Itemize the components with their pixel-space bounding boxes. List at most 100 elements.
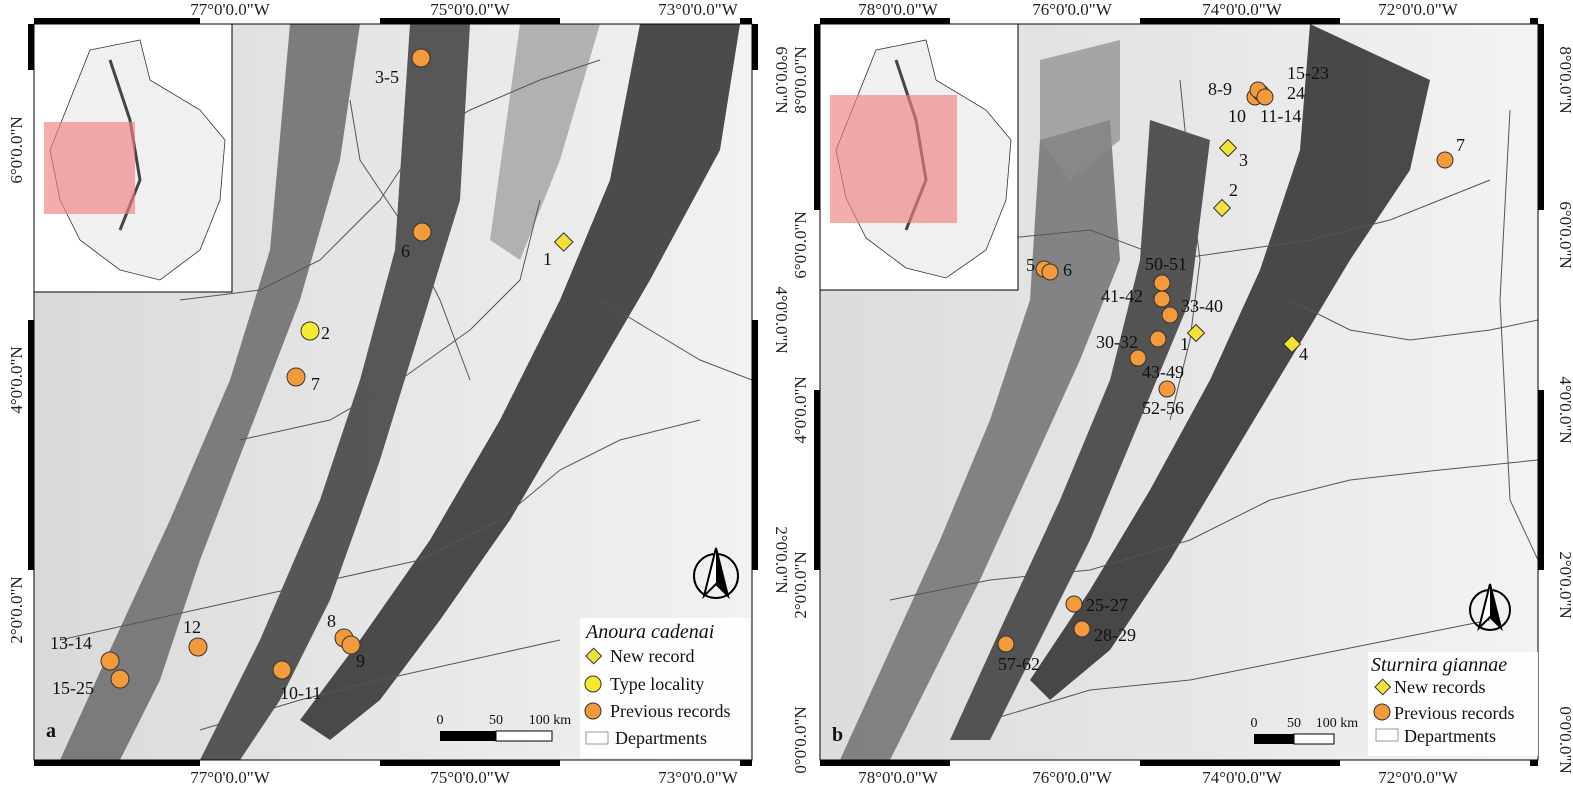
svg-text:4°0'0.0"N: 4°0'0.0"N xyxy=(7,346,26,413)
point-label-7: 7 xyxy=(311,374,320,394)
svg-text:6°0'0.0"N: 6°0'0.0"N xyxy=(1556,201,1573,268)
map-panel-b: 78°0'0.0"W 76°0'0.0"W 74°0'0.0"W 72°0'0.… xyxy=(790,0,1573,793)
point-28-29 xyxy=(1074,621,1090,637)
svg-text:41-42: 41-42 xyxy=(1101,286,1143,306)
svg-text:76°0'0.0"W: 76°0'0.0"W xyxy=(1032,768,1113,787)
inset-highlight-b xyxy=(830,95,957,223)
point-50-51 xyxy=(1154,275,1170,291)
legend-title-a: Anoura cadenai xyxy=(584,621,714,643)
svg-text:57-62: 57-62 xyxy=(998,654,1040,674)
lat-ticks-left-a: 6°0'0.0"N 4°0'0.0"N 2°0'0.0"N xyxy=(7,116,26,643)
svg-text:100 km: 100 km xyxy=(529,713,572,728)
svg-text:Departments: Departments xyxy=(615,728,707,748)
point-label-13-14: 13-14 xyxy=(50,633,92,653)
svg-text:74°0'0.0"W: 74°0'0.0"W xyxy=(1202,768,1283,787)
lon-ticks-top-a: 77°0'0.0"W 75°0'0.0"W 73°0'0.0"W xyxy=(190,0,739,19)
point-label-6: 6 xyxy=(401,241,410,261)
svg-text:0: 0 xyxy=(1251,716,1258,731)
svg-text:Previous records: Previous records xyxy=(1394,703,1514,723)
point-24 xyxy=(1257,89,1273,105)
point-label-2: 2 xyxy=(321,323,330,343)
svg-text:7: 7 xyxy=(1456,135,1465,155)
lon-ticks-bottom-a: 77°0'0.0"W 75°0'0.0"W 73°0'0.0"W xyxy=(190,768,739,787)
svg-text:2°0'0.0"N: 2°0'0.0"N xyxy=(772,526,790,593)
lat-ticks-right-a: 6°0'0.0"N 4°0'0.0"N 2°0'0.0"N xyxy=(772,46,790,593)
svg-text:100 km: 100 km xyxy=(1316,716,1359,731)
legend-previous-b-icon xyxy=(1374,704,1390,720)
svg-text:75°0'0.0"W: 75°0'0.0"W xyxy=(430,0,511,19)
svg-text:0: 0 xyxy=(437,713,444,728)
point-label-10-11: 10-11 xyxy=(280,683,321,703)
map-panel-a: 77°0'0.0"W 75°0'0.0"W 73°0'0.0"W 77°0'0.… xyxy=(0,0,790,793)
svg-text:2°0'0.0"N: 2°0'0.0"N xyxy=(1556,551,1573,618)
legend-previous-icon xyxy=(585,703,601,719)
inset-map-b xyxy=(820,24,1018,290)
svg-text:8°0'0.0"N: 8°0'0.0"N xyxy=(791,46,810,113)
point-7b xyxy=(1437,152,1453,168)
point-3-5 xyxy=(412,49,430,67)
point-2 xyxy=(301,322,319,340)
map-b-svg: 78°0'0.0"W 76°0'0.0"W 74°0'0.0"W 72°0'0.… xyxy=(790,0,1573,793)
point-15-25 xyxy=(111,670,129,688)
legend-title-b: Sturnira giannae xyxy=(1371,654,1507,676)
legend-type-icon xyxy=(585,676,601,692)
svg-text:0°0'0.0"N: 0°0'0.0"N xyxy=(1556,706,1573,773)
svg-text:50: 50 xyxy=(1287,716,1301,731)
svg-text:78°0'0.0"W: 78°0'0.0"W xyxy=(858,768,939,787)
svg-text:73°0'0.0"W: 73°0'0.0"W xyxy=(658,768,739,787)
svg-text:50-51: 50-51 xyxy=(1145,254,1187,274)
lon-ticks-bottom-b: 78°0'0.0"W 76°0'0.0"W 74°0'0.0"W 72°0'0.… xyxy=(858,768,1459,787)
inset-map-a xyxy=(34,24,232,292)
svg-text:8°0'0.0"N: 8°0'0.0"N xyxy=(1556,46,1573,113)
point-10-11 xyxy=(273,661,291,679)
svg-text:Previous records: Previous records xyxy=(610,701,730,721)
svg-text:2°0'0.0"N: 2°0'0.0"N xyxy=(791,551,810,618)
map-a-svg: 77°0'0.0"W 75°0'0.0"W 73°0'0.0"W 77°0'0.… xyxy=(0,0,790,793)
svg-text:74°0'0.0"W: 74°0'0.0"W xyxy=(1202,0,1283,19)
svg-text:77°0'0.0"W: 77°0'0.0"W xyxy=(190,768,271,787)
legend-departments-icon xyxy=(586,732,608,744)
panel-letter-a: a xyxy=(46,720,56,742)
point-12 xyxy=(189,638,207,656)
point-6 xyxy=(413,223,431,241)
svg-text:4°0'0.0"N: 4°0'0.0"N xyxy=(772,286,790,353)
svg-text:Type locality: Type locality xyxy=(610,674,704,694)
svg-text:43-49: 43-49 xyxy=(1142,362,1184,382)
svg-text:5: 5 xyxy=(1026,255,1035,275)
svg-text:2: 2 xyxy=(1229,180,1238,200)
svg-text:50: 50 xyxy=(489,713,503,728)
svg-text:4°0'0.0"N: 4°0'0.0"N xyxy=(791,376,810,443)
svg-text:Departments: Departments xyxy=(1404,726,1496,746)
svg-text:2°0'0.0"N: 2°0'0.0"N xyxy=(7,576,26,643)
svg-text:4°0'0.0"N: 4°0'0.0"N xyxy=(1556,376,1573,443)
point-label-15-25: 15-25 xyxy=(52,678,94,698)
svg-text:75°0'0.0"W: 75°0'0.0"W xyxy=(430,768,511,787)
svg-text:52-56: 52-56 xyxy=(1142,398,1184,418)
legend-b: Sturnira giannae New records Previous re… xyxy=(1368,652,1538,756)
point-57-62 xyxy=(998,636,1014,652)
svg-text:10: 10 xyxy=(1228,106,1246,126)
point-label-3-5: 3-5 xyxy=(375,67,399,87)
svg-text:30-32: 30-32 xyxy=(1096,332,1138,352)
svg-text:4: 4 xyxy=(1299,344,1308,364)
point-label-1: 1 xyxy=(543,249,552,269)
panel-letter-b: b xyxy=(832,724,843,746)
legend-departments-b-icon xyxy=(1376,729,1398,741)
svg-text:0°0'0.0"N: 0°0'0.0"N xyxy=(791,706,810,773)
point-30-32 xyxy=(1150,331,1166,347)
point-41-42 xyxy=(1154,291,1170,307)
point-33-40 xyxy=(1162,307,1178,323)
point-25-27 xyxy=(1066,596,1082,612)
point-13-14 xyxy=(101,652,119,670)
svg-text:24: 24 xyxy=(1287,83,1305,103)
svg-text:25-27: 25-27 xyxy=(1086,595,1128,615)
svg-text:72°0'0.0"W: 72°0'0.0"W xyxy=(1378,0,1459,19)
svg-text:11-14: 11-14 xyxy=(1260,106,1301,126)
svg-text:3: 3 xyxy=(1239,150,1248,170)
point-6b xyxy=(1042,264,1058,280)
svg-text:New records: New records xyxy=(1394,677,1485,697)
svg-text:76°0'0.0"W: 76°0'0.0"W xyxy=(1032,0,1113,19)
inset-highlight-a xyxy=(44,122,135,214)
svg-text:28-29: 28-29 xyxy=(1094,625,1136,645)
point-label-9: 9 xyxy=(356,651,365,671)
